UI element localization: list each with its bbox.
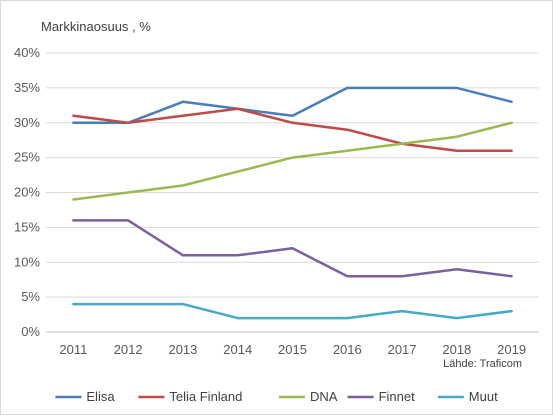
legend-label: Telia Finland — [169, 389, 242, 404]
x-tick-label: 2017 — [388, 342, 417, 357]
y-tick-label: 30% — [14, 115, 40, 130]
y-tick-label: 20% — [14, 185, 40, 200]
legend-label: Muut — [469, 389, 498, 404]
x-tick-label: 2015 — [278, 342, 307, 357]
x-tick-label: 2016 — [333, 342, 362, 357]
legend-label: Elisa — [86, 389, 115, 404]
series-line-finnet — [72, 219, 513, 278]
y-tick-label: 35% — [14, 80, 40, 95]
source-note: Lähde: Traficom — [443, 358, 522, 370]
series-line-dna — [72, 121, 513, 201]
y-tick-label: 15% — [14, 219, 40, 234]
legend-label: Finnet — [379, 389, 416, 404]
legend-item-dna: DNA — [279, 389, 338, 404]
legend-item-elisa: Elisa — [55, 389, 115, 404]
y-tick-label: 10% — [14, 254, 40, 269]
legend: Elisa Telia Finland DNA Finnet Muut — [55, 389, 498, 404]
legend-item-telia-finland: Telia Finland — [138, 389, 242, 404]
y-tick-label: 25% — [14, 150, 40, 165]
y-tick-label: 40% — [14, 45, 40, 60]
legend-item-finnet: Finnet — [347, 389, 416, 404]
x-axis-tick-labels: 2011 2012 2013 2014 2015 2016 2017 2018 2019 — [59, 342, 526, 357]
y-tick-label: 5% — [21, 289, 40, 304]
series-line-muut — [72, 302, 513, 320]
series-line-telia-finland — [72, 107, 513, 152]
y-tick-label: 0% — [21, 324, 40, 339]
x-tick-label: 2012 — [114, 342, 143, 357]
x-tick-label: 2018 — [442, 342, 471, 357]
legend-label: DNA — [310, 389, 338, 404]
series-line-elisa — [72, 86, 513, 125]
x-tick-label: 2011 — [59, 342, 87, 357]
legend-item-muut: Muut — [437, 389, 498, 404]
x-tick-label: 2014 — [223, 342, 252, 357]
x-tick-label: 2013 — [168, 342, 197, 357]
series-lines — [72, 86, 513, 320]
chart-title: Markkinaosuus , % — [41, 19, 151, 34]
y-axis-tick-labels: 0% 5% 10% 15% 20% 25% 30% 35% 40% — [14, 45, 40, 339]
x-tick-label: 2019 — [497, 342, 526, 357]
